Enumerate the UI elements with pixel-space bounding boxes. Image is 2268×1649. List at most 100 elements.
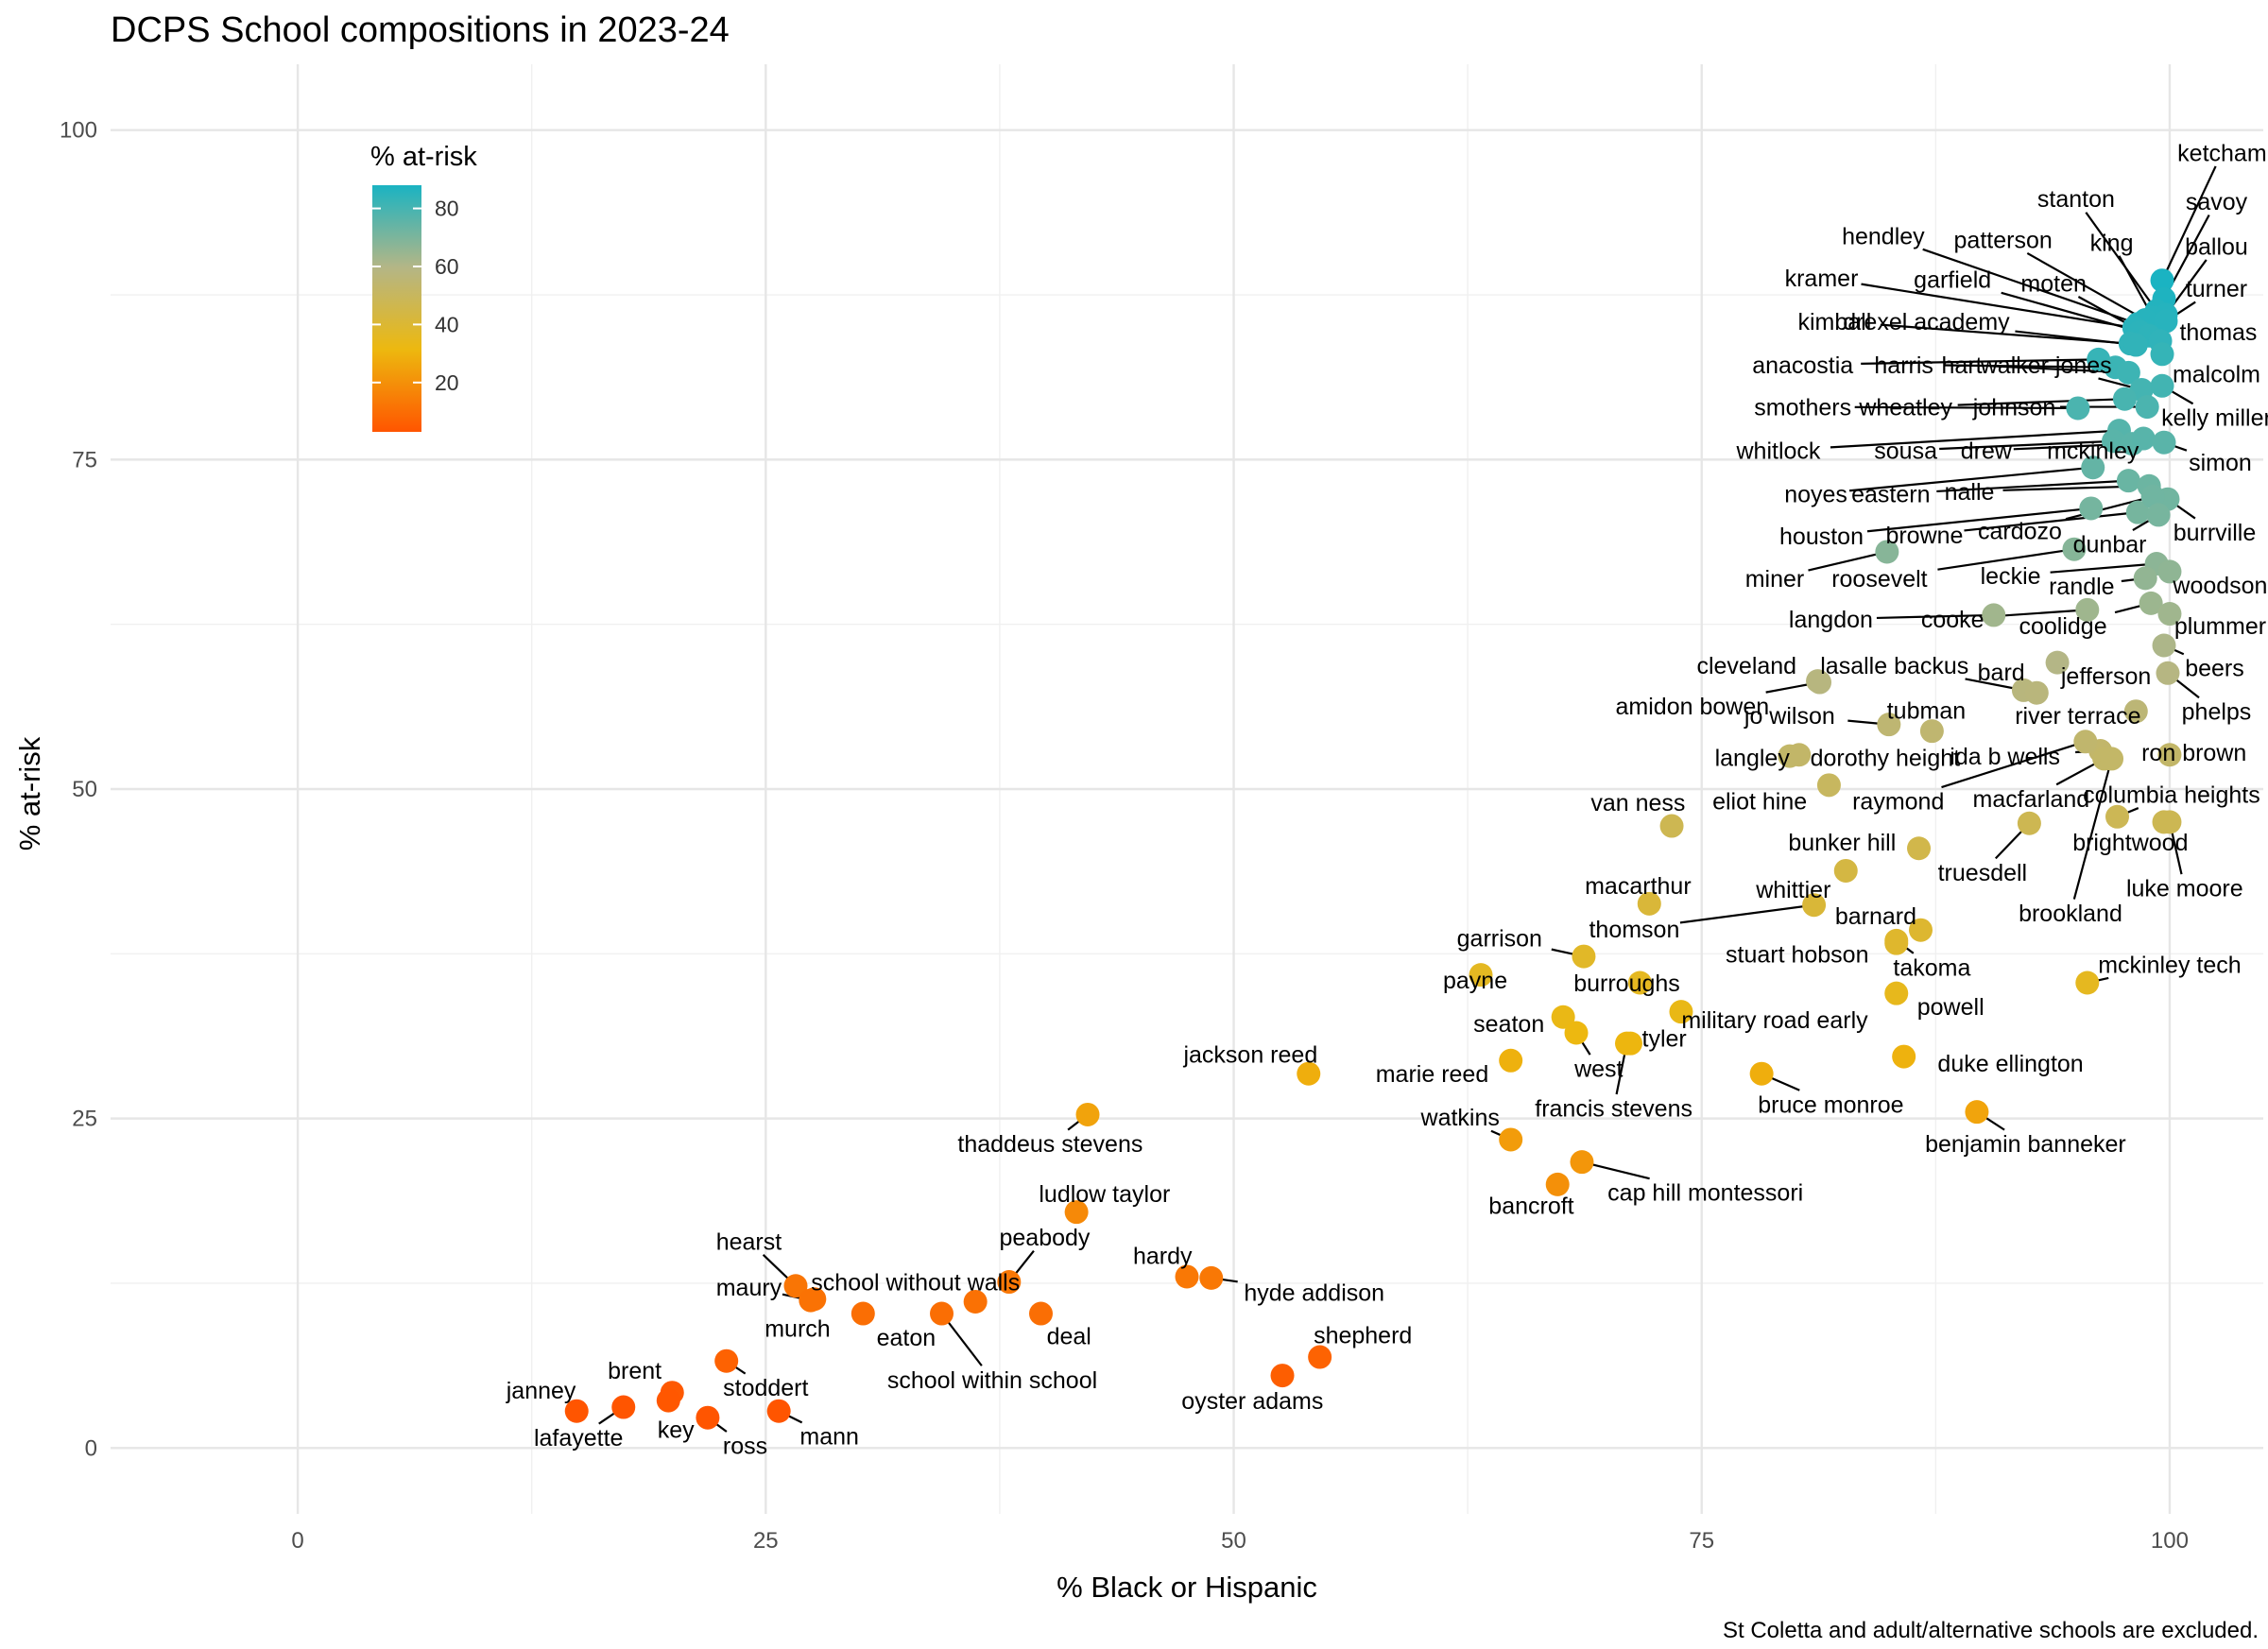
data-point xyxy=(2157,559,2182,584)
data-point xyxy=(1877,713,1901,737)
data-point xyxy=(1270,1364,1295,1388)
point-label: johnson xyxy=(1972,395,2056,421)
data-point xyxy=(1308,1345,1332,1369)
data-point xyxy=(1892,1044,1916,1069)
data-point xyxy=(1982,603,2006,627)
leader-line xyxy=(1866,507,2086,533)
y-tick-label: 50 xyxy=(72,777,97,802)
leader-line xyxy=(1957,398,2120,406)
point-label: ludlow taylor xyxy=(1039,1181,1170,1208)
y-tick-label: 100 xyxy=(60,118,97,144)
point-label: seaton xyxy=(1473,1011,1544,1038)
x-axis-title: % Black or Hispanic xyxy=(1057,1571,1317,1604)
point-label: dunbar xyxy=(2073,532,2147,558)
data-point xyxy=(2123,699,2148,724)
x-tick-label: 100 xyxy=(2151,1528,2189,1554)
point-label: lasalle backus xyxy=(1820,653,1968,679)
point-label: raymond xyxy=(1852,789,1944,816)
data-point xyxy=(1816,773,1841,798)
legend-tick-label: 20 xyxy=(435,370,459,395)
point-label: eaton xyxy=(877,1325,936,1351)
point-label: mann xyxy=(799,1424,859,1451)
leader-line xyxy=(2072,764,2112,900)
leader-line xyxy=(1880,323,2125,345)
point-label: janney xyxy=(506,1378,576,1404)
data-point xyxy=(1637,891,1661,916)
point-label: eliot hine xyxy=(1712,789,1807,816)
point-label: houston xyxy=(1779,524,1864,550)
data-point xyxy=(1965,1100,1989,1125)
data-point xyxy=(1499,1127,1523,1152)
data-point xyxy=(1075,1102,1100,1126)
legend-tick-label: 40 xyxy=(435,312,459,336)
data-point xyxy=(2116,469,2140,493)
legend-title: % at-risk xyxy=(370,142,477,172)
point-label: ballou xyxy=(2185,233,2248,260)
y-tick-label: 0 xyxy=(85,1435,97,1461)
data-point xyxy=(2157,602,2182,627)
leader-line xyxy=(1936,479,2123,493)
point-label: van ness xyxy=(1590,790,1685,816)
data-point xyxy=(2075,971,2100,995)
point-label: brent xyxy=(608,1358,662,1384)
point-label: kramer xyxy=(1785,266,1859,292)
point-label: phelps xyxy=(2182,699,2252,726)
point-label: brookland xyxy=(2019,901,2122,927)
leader-line xyxy=(1861,283,2129,329)
point-label: whitlock xyxy=(1735,438,1820,465)
point-label: burroughs xyxy=(1573,971,1680,997)
data-point xyxy=(1909,918,1933,942)
data-point xyxy=(1787,743,1812,767)
data-point xyxy=(2024,680,2049,705)
data-points xyxy=(564,268,2182,1430)
data-point xyxy=(2100,747,2124,771)
point-label: oyster adams xyxy=(1181,1388,1323,1415)
point-label: macarthur xyxy=(1585,873,1692,900)
point-label: browne xyxy=(1885,523,1963,549)
legend-tick-label: 80 xyxy=(435,197,459,221)
data-point xyxy=(2079,496,2104,521)
data-point xyxy=(1570,1150,1594,1175)
point-label: luke moore xyxy=(2126,876,2243,902)
point-label: payne xyxy=(1443,968,1507,994)
x-tick-label: 0 xyxy=(291,1528,303,1554)
leader-line xyxy=(2118,255,2152,314)
point-label: mckinley xyxy=(2047,438,2139,465)
leader-line xyxy=(2001,291,2135,332)
data-point xyxy=(2150,373,2174,398)
data-point xyxy=(2131,426,2156,451)
point-label: malcolm xyxy=(2173,362,2260,388)
point-label: hardy xyxy=(1133,1244,1193,1270)
data-point xyxy=(783,1274,808,1298)
point-label: marie reed xyxy=(1376,1061,1489,1088)
point-label: peabody xyxy=(999,1225,1090,1251)
data-point xyxy=(997,1270,1022,1295)
point-label: powell xyxy=(1917,994,1984,1021)
point-label: thomas xyxy=(2179,319,2257,346)
data-point xyxy=(2075,597,2100,622)
data-point xyxy=(1297,1061,1321,1086)
point-label: brightwood xyxy=(2072,830,2188,856)
data-point xyxy=(2146,503,2171,527)
point-label: tubman xyxy=(1887,697,1966,724)
data-point xyxy=(1564,1021,1589,1045)
data-point xyxy=(611,1395,636,1419)
point-label: coolidge xyxy=(2019,613,2106,640)
point-label: bancroft xyxy=(1488,1194,1573,1220)
data-point xyxy=(2152,633,2176,658)
data-point xyxy=(2066,396,2090,421)
data-point xyxy=(2116,360,2140,385)
data-point xyxy=(2081,455,2105,480)
point-label: jefferson xyxy=(2060,663,2151,690)
data-point xyxy=(696,1405,720,1430)
point-label: thaddeus stevens xyxy=(957,1131,1143,1158)
point-label: leckie xyxy=(1981,563,2041,590)
point-label: anacostia xyxy=(1752,352,1853,379)
point-label: school without walls xyxy=(811,1270,1020,1297)
point-label: noyes xyxy=(1784,482,1847,508)
data-point xyxy=(802,1287,827,1312)
caption: St Coletta and adult/alternative schools… xyxy=(1723,1618,2259,1643)
leader-line xyxy=(2055,760,2100,786)
data-point xyxy=(2062,537,2087,561)
